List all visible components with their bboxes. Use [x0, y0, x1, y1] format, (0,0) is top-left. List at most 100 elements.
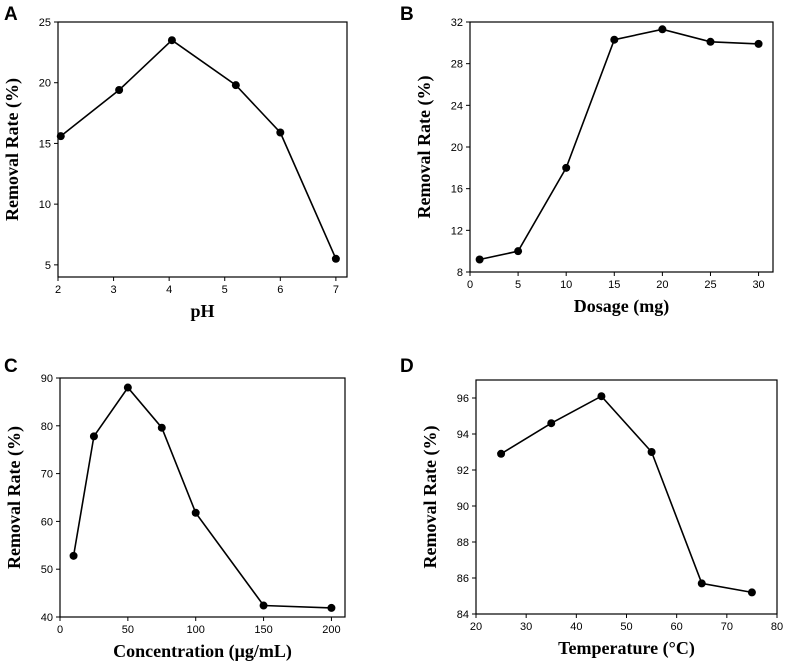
data-point — [497, 449, 506, 458]
y-tick-label: 50 — [41, 564, 53, 576]
x-tick-label: 50 — [122, 624, 134, 636]
x-tick-label: 40 — [570, 621, 582, 633]
data-point — [276, 128, 285, 137]
panel-d: D 20 30 40 50 60 70 80 84 86 88 90 92 94 96 Temperature… — [400, 356, 783, 659]
x-tick-label: 2 — [55, 284, 61, 296]
y-axis-title: Removal Rate (%) — [420, 426, 441, 569]
y-tick-label: 12 — [451, 225, 463, 237]
x-tick-label: 150 — [254, 624, 272, 636]
x-tick-label: 3 — [111, 284, 117, 296]
data-point — [597, 392, 606, 401]
x-tick-label: 20 — [470, 621, 482, 633]
plot-frame — [57, 21, 348, 278]
data-point — [547, 419, 556, 428]
plot-frame — [469, 21, 774, 273]
panel-letter: A — [4, 4, 18, 25]
x-axis-title: pH — [190, 301, 214, 321]
data-point — [167, 36, 176, 45]
data-point — [69, 551, 78, 560]
y-tick-label: 28 — [451, 59, 463, 71]
data-point — [475, 255, 484, 264]
y-tick-label: 20 — [39, 78, 51, 90]
y-tick-label: 40 — [41, 612, 53, 624]
panel-letter: D — [400, 356, 414, 377]
y-tick-label: 60 — [41, 516, 53, 528]
data-point — [658, 25, 667, 34]
series-line — [72, 386, 332, 609]
y-tick-label: 32 — [451, 17, 463, 29]
y-tick-label: 94 — [457, 429, 469, 441]
series-line — [60, 39, 337, 260]
x-tick-label: 6 — [277, 284, 283, 296]
y-tick-label: 96 — [457, 393, 469, 405]
x-tick-label: 4 — [166, 284, 172, 296]
y-tick-label: 20 — [451, 142, 463, 154]
x-tick-label: 200 — [322, 624, 340, 636]
plot-frame — [475, 379, 778, 615]
x-axis-title: Temperature (°C) — [558, 638, 695, 659]
x-tick-label: 100 — [187, 624, 205, 636]
x-tick-label: 5 — [222, 284, 228, 296]
y-tick-label: 84 — [457, 609, 469, 621]
data-point — [562, 163, 571, 172]
data-point — [89, 432, 98, 441]
x-tick-label: 20 — [656, 279, 668, 291]
y-tick-label: 88 — [457, 537, 469, 549]
x-tick-label: 30 — [520, 621, 532, 633]
y-tick-label: 16 — [451, 184, 463, 196]
data-point — [697, 579, 706, 588]
x-tick-label: 25 — [704, 279, 716, 291]
data-point — [231, 81, 240, 90]
data-point — [647, 448, 656, 456]
x-axis-title: Concentration (μg/mL) — [113, 641, 292, 662]
y-tick-label: 8 — [457, 267, 463, 279]
x-tick-label: 80 — [771, 621, 783, 633]
y-axis-title: Removal Rate (%) — [414, 76, 435, 219]
data-point — [259, 601, 268, 610]
x-tick-label: 60 — [671, 621, 683, 633]
y-tick-label: 80 — [41, 421, 53, 433]
y-tick-label: 70 — [41, 469, 53, 481]
x-tick-label: 0 — [57, 624, 63, 636]
x-axis-title: Dosage (mg) — [574, 296, 669, 317]
series-line — [500, 395, 753, 594]
panel-b: B 0 5 10 15 20 25 30 8 12 16 20 24 28 32 Dosage (mg) Rem… — [400, 4, 774, 317]
panel-a: A 2 3 4 5 6 7 5 10 15 20 25 pH Removal Rate (%) — [2, 4, 348, 321]
data-point — [514, 247, 523, 256]
y-tick-label: 15 — [39, 138, 51, 150]
x-tick-label: 10 — [560, 279, 572, 291]
x-tick-label: 30 — [752, 279, 764, 291]
data-point — [56, 132, 65, 141]
data-point — [157, 423, 166, 432]
data-point — [191, 508, 200, 517]
panel-letter: C — [4, 356, 18, 377]
panel-c: C 0 50 100 150 200 40 50 60 70 80 90 Concentration (… — [4, 356, 346, 662]
x-tick-label: 15 — [608, 279, 620, 291]
x-tick-label: 50 — [620, 621, 632, 633]
data-point — [115, 86, 124, 94]
y-tick-label: 10 — [39, 199, 51, 211]
data-point — [123, 383, 132, 392]
y-tick-label: 90 — [41, 373, 53, 385]
y-tick-label: 25 — [39, 17, 51, 29]
x-tick-label: 0 — [467, 279, 473, 291]
data-point — [331, 254, 340, 263]
series-line — [479, 28, 759, 261]
plot-frame — [59, 377, 346, 618]
y-tick-label: 90 — [457, 501, 469, 513]
data-point — [327, 603, 336, 612]
y-tick-label: 92 — [457, 465, 469, 477]
y-axis-title: Removal Rate (%) — [2, 78, 23, 221]
x-tick-label: 70 — [721, 621, 733, 633]
y-tick-label: 86 — [457, 573, 469, 585]
data-point — [754, 39, 763, 48]
x-tick-label: 7 — [333, 284, 339, 296]
y-tick-label: 5 — [45, 260, 51, 272]
y-tick-label: 24 — [451, 100, 463, 112]
data-point — [747, 588, 756, 597]
data-point — [610, 35, 619, 44]
panel-letter: B — [400, 4, 414, 25]
x-tick-label: 5 — [515, 279, 521, 291]
y-axis-title: Removal Rate (%) — [4, 426, 25, 569]
